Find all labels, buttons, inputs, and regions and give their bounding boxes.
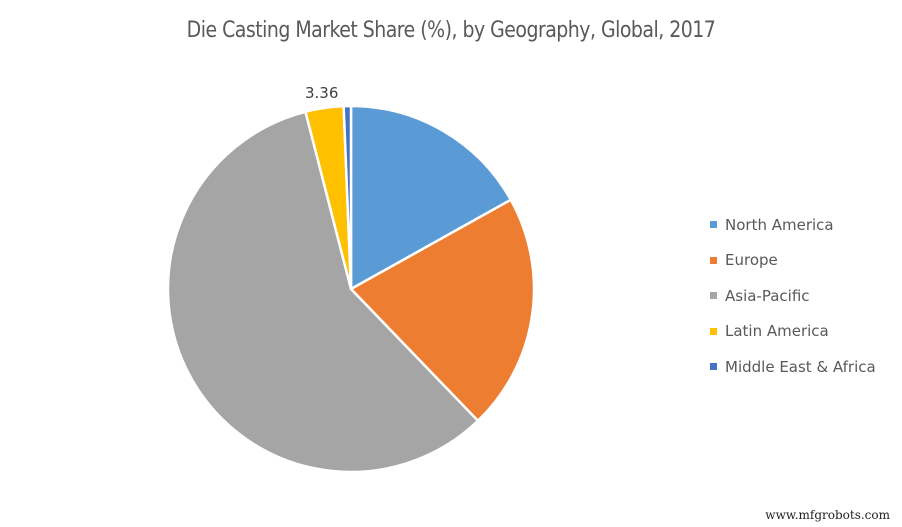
legend-swatch-icon xyxy=(710,221,717,229)
legend-swatch-icon xyxy=(710,292,717,300)
legend-item-latin-america: Latin America xyxy=(710,314,876,350)
watermark: www.mfgrobots.com xyxy=(765,508,890,522)
legend: North America Europe Asia-Pacific Latin … xyxy=(710,207,876,385)
legend-item-asia-pacific: Asia-Pacific xyxy=(710,278,876,314)
chart-title: Die Casting Market Share (%), by Geograp… xyxy=(186,18,716,43)
legend-item-middle-east-africa: Middle East & Africa xyxy=(710,349,876,385)
legend-swatch-icon xyxy=(710,363,717,371)
latin-america-data-label: 3.36 xyxy=(305,84,339,102)
pie-slice-europe xyxy=(348,198,536,423)
legend-item-europe: Europe xyxy=(710,243,876,279)
pie-slice-north-america xyxy=(349,104,513,292)
legend-swatch-icon xyxy=(710,327,717,335)
legend-item-north-america: North America xyxy=(710,207,876,243)
pie-slice-asia-pacific xyxy=(166,110,480,474)
legend-swatch-icon xyxy=(710,256,717,264)
pie-slice-middle-east-africa xyxy=(342,104,353,290)
